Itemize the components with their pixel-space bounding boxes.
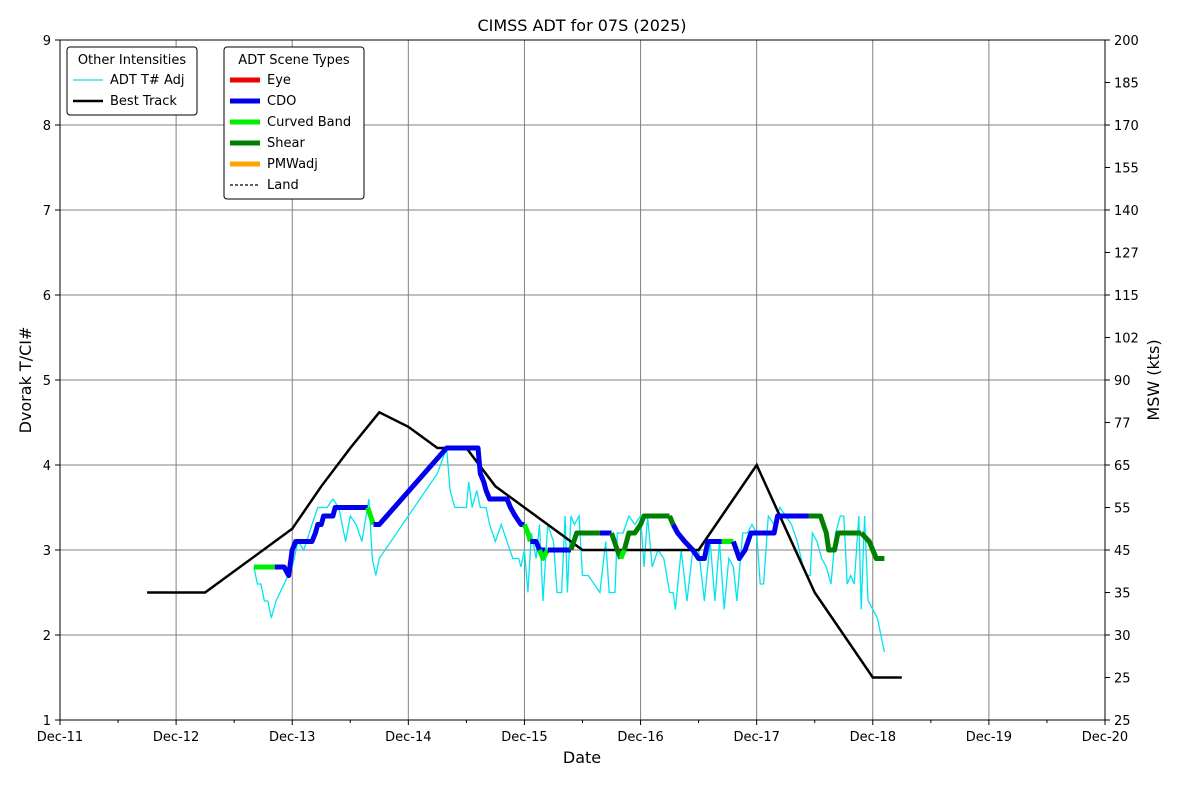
y2-tick-label: 140 xyxy=(1114,204,1139,219)
scene-segment-shear xyxy=(667,515,676,526)
y-tick-label: 5 xyxy=(43,374,51,389)
y-tick-label: 8 xyxy=(43,119,51,134)
y2-tick-label: 90 xyxy=(1114,374,1131,389)
x-tick-label: Dec-17 xyxy=(733,730,779,745)
legend-scene-box xyxy=(223,46,365,200)
scene-segment-shear xyxy=(808,513,862,553)
scene-segment-shear xyxy=(568,530,600,551)
legend-scene-types: ADT Scene Types Eye CDO Curved Band Shear PMW… xyxy=(223,46,365,200)
scene-segment-cdo xyxy=(670,523,722,561)
x-tick-label: Dec-14 xyxy=(385,730,431,745)
y-tick-label: 2 xyxy=(43,629,51,644)
x-axis-label: Date xyxy=(563,748,601,767)
x-tick-label: Dec-20 xyxy=(1082,730,1128,745)
chart-title: CIMSS ADT for 07S (2025) xyxy=(477,16,686,35)
x-tick-label: Dec-12 xyxy=(153,730,199,745)
legend-label-cdo: CDO xyxy=(267,94,296,109)
y-tick-label: 6 xyxy=(43,289,51,304)
legend-other-box xyxy=(66,46,198,116)
y2-tick-label: 77 xyxy=(1114,417,1131,432)
y2-tick-label: 45 xyxy=(1114,544,1131,559)
scene-segment-curved-band xyxy=(365,506,376,526)
scene-segment-cdo xyxy=(731,513,809,561)
legend-label-curved-band: Curved Band xyxy=(267,115,351,130)
x-tick-label: Dec-18 xyxy=(850,730,896,745)
grid-lines xyxy=(60,40,1105,720)
y-axis-label: Dvorak T/CI# xyxy=(16,327,35,434)
scene-segment-curved-band xyxy=(618,549,627,560)
y2-tick-label: 102 xyxy=(1114,332,1139,347)
y2-tick-label: 65 xyxy=(1114,459,1131,474)
best-track-line xyxy=(147,410,902,679)
legend-other-title: Other Intensities xyxy=(78,53,187,68)
plot-series xyxy=(147,410,902,679)
y-tick-label: 7 xyxy=(43,204,51,219)
y2-axis-label: MSW (kts) xyxy=(1144,339,1163,420)
scene-segment-shear xyxy=(859,531,885,561)
y2-tick-label: 55 xyxy=(1114,502,1131,517)
legend-label-best-track: Best Track xyxy=(110,94,177,109)
y-tick-label: 3 xyxy=(43,544,51,559)
scene-segment-curved-band xyxy=(537,548,550,561)
y2-tick-label: 25 xyxy=(1114,672,1131,687)
legend-label-adt-t-adj: ADT T# Adj xyxy=(110,73,184,88)
y2-tick-label: 127 xyxy=(1114,247,1139,262)
y2-tick-label: 200 xyxy=(1114,34,1139,49)
y2-tick-label: 115 xyxy=(1114,289,1139,304)
y2-tick-label: 170 xyxy=(1114,119,1139,134)
legend-other-intensities: Other Intensities ADT T# Adj Best Track xyxy=(66,46,198,116)
y2-tick-label: 25 xyxy=(1114,714,1131,729)
legend-label-shear: Shear xyxy=(267,136,305,151)
y-tick-label: 4 xyxy=(43,459,51,474)
x-tick-label: Dec-19 xyxy=(966,730,1012,745)
x-tick-label: Dec-13 xyxy=(269,730,315,745)
legend-label-land: Land xyxy=(267,178,299,193)
legend-label-pmwadj: PMWadj xyxy=(267,157,318,172)
y2-tick-label: 155 xyxy=(1114,162,1139,177)
axis-ticks: Dec-11 Dec-12 Dec-13 Dec-14 Dec-15 Dec-16 Dec-… xyxy=(37,34,1139,745)
x-tick-label: Dec-15 xyxy=(501,730,547,745)
x-tick-label: Dec-16 xyxy=(617,730,663,745)
y-tick-label: 9 xyxy=(43,34,51,49)
scene-segment-cdo xyxy=(530,539,546,553)
y-tick-label: 1 xyxy=(43,714,51,729)
legend-label-eye: Eye xyxy=(267,73,291,88)
y2-tick-label: 185 xyxy=(1114,77,1139,92)
x-tick-label: Dec-11 xyxy=(37,730,83,745)
y2-tick-label: 35 xyxy=(1114,587,1131,602)
y2-tick-label: 30 xyxy=(1114,629,1131,644)
scene-segment-cdo xyxy=(274,505,368,578)
scene-segment-curved-band xyxy=(522,523,533,543)
scene-segment-cdo xyxy=(373,445,525,527)
legend-scene-title: ADT Scene Types xyxy=(238,53,350,68)
scene-segment-shear xyxy=(621,513,670,551)
